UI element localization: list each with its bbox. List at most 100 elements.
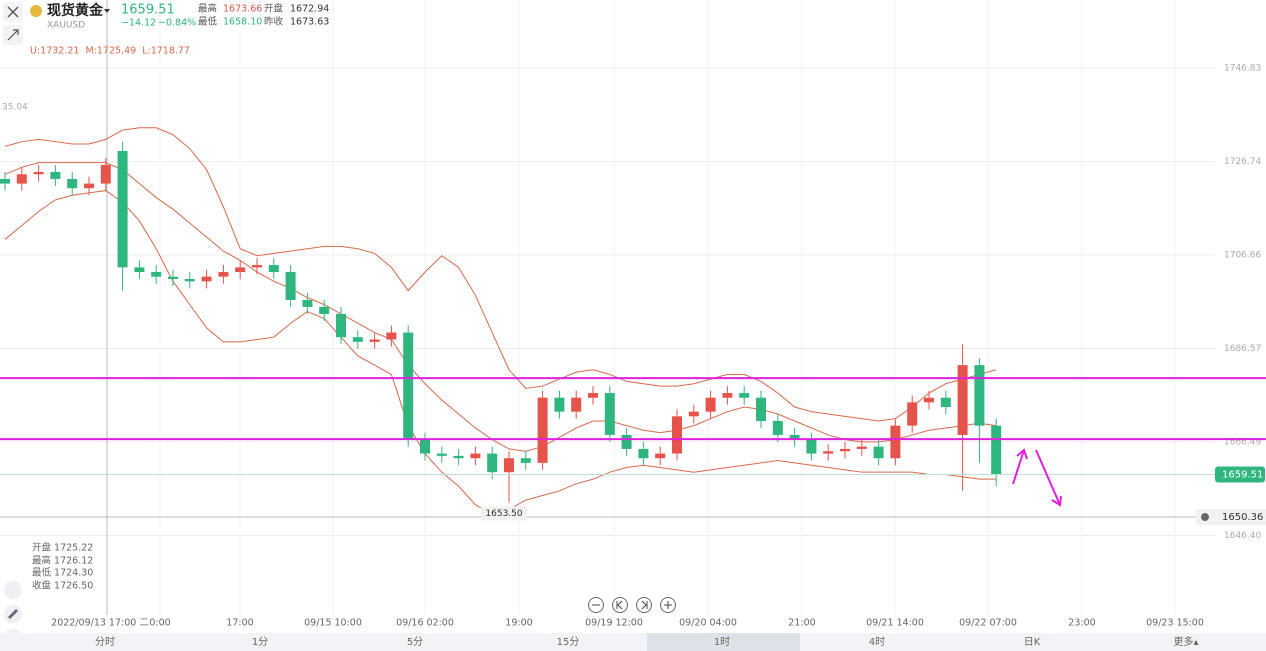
tab[interactable]: 更多▴ <box>1173 635 1198 648</box>
candle-body <box>772 420 783 435</box>
x-tick-label: 09/19 12:00 <box>585 618 643 629</box>
candle-body <box>436 453 447 456</box>
candle-body <box>201 276 212 282</box>
y-tick-label: 1666.49 <box>1224 437 1261 447</box>
stat-label: 昨收 <box>264 16 284 28</box>
candle-body <box>504 458 514 473</box>
tab-selected <box>647 633 800 651</box>
candle-body <box>907 402 918 426</box>
expand-icon <box>7 29 19 41</box>
x-tick-label: 09/16 02:00 <box>396 618 454 629</box>
y-tick-label: 1726.74 <box>1224 157 1261 167</box>
tool-button[interactable] <box>4 581 22 599</box>
candle-body <box>235 267 246 273</box>
last-price-tag <box>1215 466 1265 483</box>
candle-body <box>588 393 598 398</box>
candle-body <box>974 365 985 426</box>
x-tick-label: 23:00 <box>1068 618 1095 629</box>
candle-body <box>806 439 817 454</box>
candle-body <box>184 279 195 282</box>
candle-body <box>285 272 296 300</box>
x-tick-label: 21:00 <box>788 618 815 629</box>
ohlc-line: 最低 1724.30 <box>32 567 93 579</box>
candle-body <box>688 411 699 417</box>
tab[interactable]: 5分 <box>407 636 423 648</box>
dropdown-icon[interactable] <box>104 9 110 13</box>
candle-body <box>0 178 10 184</box>
stat-value: 1673.63 <box>290 17 329 28</box>
tab[interactable]: 分时 <box>95 636 115 648</box>
stat-value: 1673.66 <box>223 4 262 15</box>
candle-body <box>991 425 1002 475</box>
gold-icon <box>30 5 42 17</box>
x-tick-label: 17:00 <box>226 618 253 629</box>
tab[interactable]: 日K <box>1024 637 1041 648</box>
candle-body <box>520 458 531 463</box>
candle-body <box>705 397 716 412</box>
candle-body <box>856 446 867 449</box>
icon <box>616 600 623 610</box>
price-change-pct: −0.84% <box>158 18 196 29</box>
candle-body <box>134 267 145 273</box>
candle-body <box>470 453 481 459</box>
candle-body <box>453 455 464 459</box>
navigation <box>588 597 676 613</box>
candle-body <box>940 397 951 408</box>
tab[interactable]: 4时 <box>869 636 885 648</box>
current-price: 1659.51 <box>121 3 175 18</box>
candle-body <box>67 178 78 189</box>
candle-body <box>369 339 380 342</box>
tab-bar <box>0 633 1266 651</box>
candle-body <box>840 448 850 452</box>
bollinger-middle <box>4 162 997 452</box>
ohlc-line: 收盘 1726.50 <box>32 580 93 592</box>
tab[interactable]: 1分 <box>252 636 268 648</box>
x-tick-label: 09/23 15:00 <box>1146 618 1204 629</box>
symbol: XAUUSD <box>47 21 85 31</box>
stat-value: 1672.94 <box>290 4 329 15</box>
go-end[interactable] <box>636 597 652 613</box>
tab[interactable]: 1时 <box>714 636 730 648</box>
candle-body <box>336 313 346 338</box>
icon <box>664 601 672 609</box>
stat-label: 最高 <box>198 3 217 15</box>
candle-body <box>672 416 682 454</box>
candle-body <box>924 397 934 403</box>
candle-body <box>420 439 430 454</box>
candle-body <box>50 171 61 179</box>
x-tick-label: 09/21 14:00 <box>866 618 924 629</box>
candle-body <box>168 276 178 280</box>
candle-body <box>823 451 834 454</box>
candle-body <box>352 337 363 342</box>
candle-body <box>571 397 582 412</box>
candle-body <box>386 332 397 340</box>
candle-body <box>100 164 111 184</box>
x-tick-label: 09/15 10:00 <box>304 618 362 629</box>
cut-label: 35.04 <box>2 103 28 113</box>
tab[interactable]: 15分 <box>557 636 580 648</box>
pen-icon <box>8 609 18 619</box>
candle-body <box>722 393 733 398</box>
x-tick-label: 09/20 04:00 <box>679 618 737 629</box>
candle-body <box>268 265 279 273</box>
candle-body <box>789 434 800 440</box>
candle-body <box>957 365 968 435</box>
stat-label: 最低 <box>198 16 218 28</box>
y-tick-label: 1746.83 <box>1224 64 1261 74</box>
x-tick-label: 2022/09/13 17:00 二 <box>51 618 149 629</box>
candle-body <box>890 425 901 459</box>
ohlc-line: 最高 1726.12 <box>32 555 93 567</box>
crosshair-price: 1650.36 <box>1222 512 1263 523</box>
instrument-name[interactable]: 现货黄金 <box>47 2 104 19</box>
candle-body <box>319 306 330 314</box>
go-start[interactable] <box>612 597 628 613</box>
candle-body <box>84 183 94 189</box>
candle-body <box>537 397 548 463</box>
last-price: 1659.51 <box>1222 469 1263 480</box>
candle-body <box>554 397 565 412</box>
candle-body <box>252 265 262 268</box>
y-tick-label: 1646.40 <box>1224 531 1261 541</box>
candle-body <box>638 448 649 459</box>
candle-body <box>302 299 313 307</box>
